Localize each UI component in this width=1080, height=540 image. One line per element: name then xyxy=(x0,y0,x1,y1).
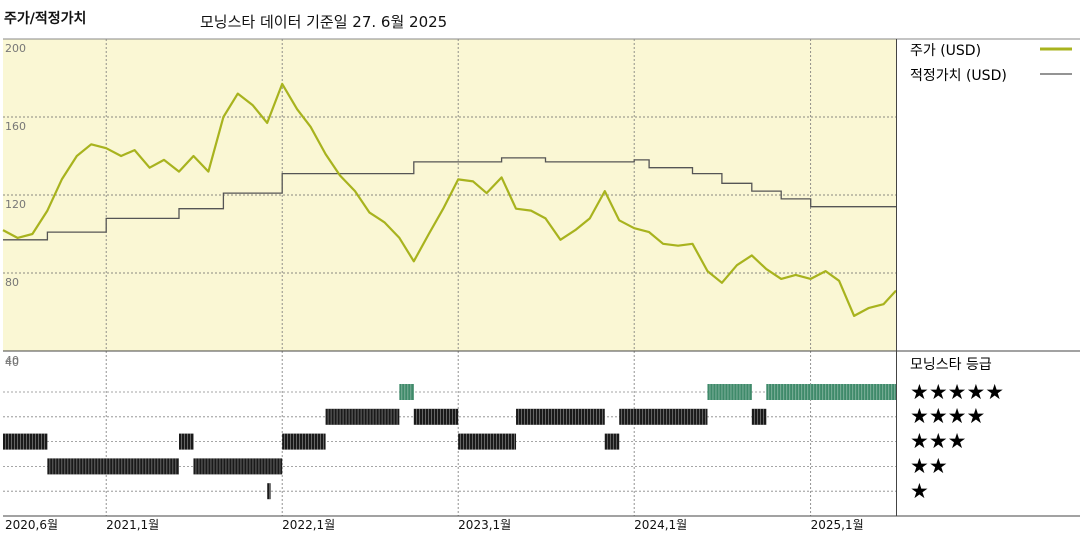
chart-title: 주가/적정가치 xyxy=(4,11,87,27)
rating-segment-3-star xyxy=(178,433,194,450)
data-date-note: 모닝스타 데이터 기준일 27. 6월 2025 xyxy=(200,13,448,31)
x-tick-label: 2020,6월 xyxy=(5,518,58,532)
rating-segment-4-star xyxy=(751,408,767,425)
rating-bar xyxy=(47,458,179,475)
x-tick-label: 2025,1월 xyxy=(811,518,864,532)
rating-segment-4-star xyxy=(619,408,708,425)
rating-label-1: ★ xyxy=(910,479,929,503)
y-tick-label: 40 xyxy=(5,356,19,369)
fair-value-series xyxy=(3,157,896,241)
rating-bars xyxy=(3,384,896,500)
rating-segment-3-star xyxy=(3,433,48,450)
legend-fair-value-label: 적정가치 (USD) xyxy=(910,68,1007,84)
rating-bar xyxy=(619,408,708,425)
legend: 주가 (USD) 적정가치 (USD) xyxy=(910,43,1072,84)
y-tick-label: 120 xyxy=(5,198,26,211)
legend-price-label: 주가 (USD) xyxy=(910,43,981,59)
rating-segment-4-star xyxy=(413,408,459,425)
rating-segment-5-star xyxy=(399,384,414,400)
rating-bar xyxy=(707,384,752,400)
rating-segment-1-star xyxy=(267,483,271,500)
rating-segment-2-star xyxy=(193,458,283,475)
fair-value-line xyxy=(3,157,896,241)
rating-bar xyxy=(604,433,620,450)
x-tick-label: 2024,1월 xyxy=(634,518,687,532)
y-tick-label: 40 xyxy=(5,354,19,367)
rating-segment-4-star xyxy=(516,408,605,425)
rating-bar xyxy=(325,408,400,425)
rating-bar xyxy=(282,433,326,450)
rating-label-3: ★★★ xyxy=(910,429,966,453)
rating-segment-3-star xyxy=(604,433,620,450)
rating-bar xyxy=(178,433,194,450)
rating-bar xyxy=(267,483,271,500)
rating-legend: 모닝스타 등급 ★★★★★ ★★★★ ★★★ ★★ ★ xyxy=(910,357,1004,503)
x-tick-label: 2022,1월 xyxy=(282,518,335,532)
rating-bar xyxy=(399,384,414,400)
rating-bar xyxy=(751,408,767,425)
rating-label-4: ★★★★ xyxy=(910,404,985,428)
rating-bar xyxy=(413,408,459,425)
rating-bar xyxy=(3,433,48,450)
x-tick-label: 2023,1월 xyxy=(458,518,511,532)
x-tick-label: 2021,1월 xyxy=(106,518,159,532)
rating-label-5: ★★★★★ xyxy=(910,380,1004,404)
rating-segment-4-star xyxy=(325,408,400,425)
y-tick-label: 80 xyxy=(5,276,19,289)
rating-segment-5-star xyxy=(766,384,896,400)
y-tick-label: 160 xyxy=(5,120,26,133)
rating-segment-3-star xyxy=(458,433,517,450)
rating-label-2: ★★ xyxy=(910,454,948,478)
y-tick-label: 200 xyxy=(5,42,26,55)
rating-segment-3-star xyxy=(282,433,326,450)
rating-panel-title: 모닝스타 등급 xyxy=(910,357,992,373)
price-line xyxy=(2,82,897,317)
rating-segment-2-star xyxy=(47,458,180,475)
price-series xyxy=(2,82,897,317)
rating-segment-5-star xyxy=(707,384,752,400)
x-axis-ticks: 2020,6월 2021,1월 2022,1월 2023,1월 2024,1월 2025,… xyxy=(5,518,864,532)
